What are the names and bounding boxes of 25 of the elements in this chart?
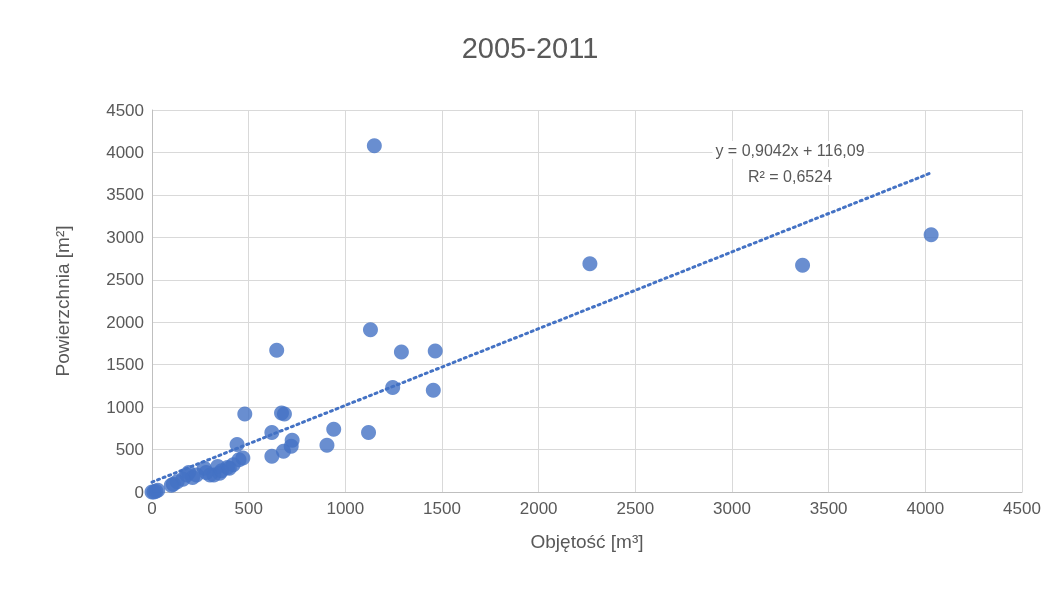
y-tick-label: 3000 <box>106 227 144 247</box>
x-tick-label: 4500 <box>1003 499 1041 518</box>
x-tick-label: 1500 <box>423 499 461 518</box>
x-tick-label: 0 <box>147 499 157 518</box>
x-axis-title: Objętość [m³] <box>530 531 644 552</box>
x-tick-label: 500 <box>234 499 263 518</box>
y-tick-label: 4500 <box>106 100 144 120</box>
annotation: y = 0,9042x + 116,09 <box>715 141 865 159</box>
x-tick-label: 3000 <box>713 499 751 518</box>
x-tick-label: 3500 <box>809 499 848 518</box>
y-tick-label: 1000 <box>106 397 144 417</box>
x-tick-label: 4000 <box>906 499 945 518</box>
x-tick-label: 1000 <box>326 499 365 518</box>
x-tick-label: 2500 <box>616 499 655 518</box>
y-tick-label: 4000 <box>106 142 144 162</box>
x-tick-label: 2000 <box>519 499 558 518</box>
y-tick-label: 3500 <box>106 185 144 205</box>
y-tick-label: 1500 <box>106 355 144 375</box>
y-tick-label: 2000 <box>106 312 144 332</box>
y-tick-label: 500 <box>115 440 144 460</box>
y-tick-label: 0 <box>134 482 144 502</box>
annotation: R² = 0,6524 <box>747 167 833 185</box>
y-tick-label: 2500 <box>106 270 144 290</box>
y-axis-title: Powierzchnia [m²] <box>52 225 73 377</box>
chart-title: 2005-2011 <box>461 31 599 64</box>
